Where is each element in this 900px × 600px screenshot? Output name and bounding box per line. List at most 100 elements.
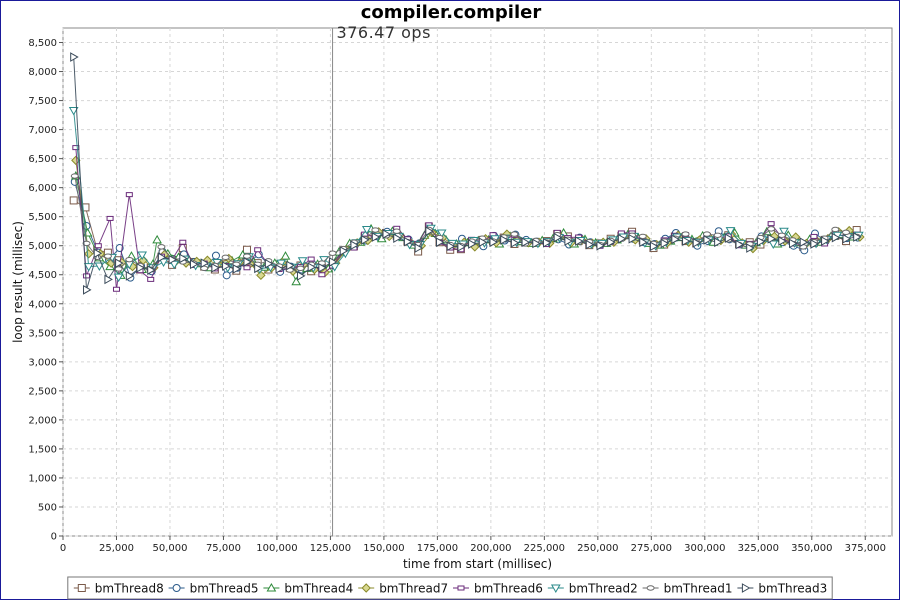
data-point	[83, 273, 91, 279]
legend-marker	[741, 583, 751, 593]
legend-marker	[457, 585, 465, 591]
legend-box	[67, 576, 833, 600]
data-point	[810, 239, 819, 249]
data-point	[125, 271, 135, 281]
legend-item: bmThread6	[453, 582, 543, 596]
x-tick-label: 150,000	[363, 543, 404, 554]
data-point	[275, 264, 285, 274]
y-tick-label: 1,500	[28, 444, 57, 455]
data-point	[113, 273, 124, 283]
legend-label: bmThread1	[664, 582, 733, 596]
data-point	[564, 236, 573, 246]
data-point	[286, 260, 295, 271]
data-point	[457, 242, 466, 252]
y-tick-label: 5,500	[28, 212, 57, 223]
data-point	[329, 257, 338, 267]
data-point	[639, 237, 648, 248]
data-point	[403, 236, 413, 247]
data-point	[510, 231, 519, 237]
data-point	[768, 240, 779, 249]
data-point	[297, 257, 308, 266]
data-point	[617, 233, 627, 244]
legend-marker	[361, 583, 371, 593]
y-tick-label: 500	[38, 502, 57, 513]
data-point	[714, 237, 723, 248]
data-point	[94, 243, 102, 249]
data-point	[725, 227, 736, 236]
y-tick-label: 7,500	[28, 96, 57, 107]
data-point	[157, 252, 167, 263]
y-tick-label: 8,000	[28, 67, 57, 78]
data-point	[70, 173, 79, 179]
data-point	[222, 261, 231, 271]
data-point	[296, 271, 306, 281]
data-point	[242, 253, 251, 259]
y-tick-label: 0	[51, 532, 57, 543]
data-point	[264, 258, 274, 269]
legend-marker	[266, 582, 277, 592]
data-point	[500, 235, 509, 245]
data-point	[371, 232, 381, 242]
data-point	[767, 233, 777, 244]
x-tick-label: 75,000	[206, 543, 241, 554]
data-point	[446, 241, 456, 252]
data-point	[200, 258, 210, 268]
legend-item: bmThread5	[168, 582, 259, 596]
data-point	[585, 239, 595, 250]
data-point	[68, 106, 79, 116]
data-point	[831, 232, 841, 243]
data-point	[254, 263, 263, 274]
y-axis-title: loop result (millisec)	[11, 221, 25, 343]
data-point	[393, 233, 402, 244]
data-point	[200, 265, 209, 272]
legend-label: bmThread2	[569, 582, 638, 596]
data-point	[115, 258, 124, 268]
data-point	[692, 237, 702, 248]
data-point	[157, 244, 166, 250]
data-point	[682, 236, 691, 246]
data-point	[72, 145, 80, 151]
data-point	[329, 263, 340, 272]
legend-item: bmThread8	[73, 582, 164, 596]
data-point	[361, 235, 370, 245]
legend-item: bmThread7	[358, 582, 448, 596]
series	[68, 52, 865, 295]
data-point	[291, 276, 302, 286]
data-point	[831, 226, 840, 233]
y-tick-label: 7,000	[28, 125, 57, 136]
data-point	[392, 228, 401, 234]
data-point	[307, 256, 315, 262]
data-point	[542, 237, 552, 248]
data-point	[575, 236, 584, 246]
plot-area	[62, 27, 893, 537]
data-point	[104, 274, 113, 285]
data-point	[489, 237, 499, 248]
data-point	[93, 248, 103, 259]
x-tick-label: 175,000	[417, 543, 458, 554]
chart-title: compiler.compiler	[361, 2, 542, 23]
x-tick-label: 300,000	[684, 543, 725, 554]
data-point	[607, 237, 616, 248]
x-tick-label: 325,000	[738, 543, 779, 554]
y-tick-label: 3,000	[28, 357, 57, 368]
data-point	[521, 237, 531, 248]
data-point	[510, 237, 520, 248]
x-tick-label: 350,000	[791, 543, 832, 554]
legend-item: bmThread1	[642, 582, 733, 596]
data-point	[222, 271, 231, 280]
data-point	[103, 253, 112, 259]
legend-label: bmThread7	[379, 582, 448, 596]
data-point	[371, 227, 380, 233]
data-point	[681, 231, 690, 237]
data-point	[112, 286, 120, 292]
legend-label: bmThread8	[95, 582, 164, 596]
x-tick-label: 250,000	[577, 543, 618, 554]
data-point	[221, 254, 230, 261]
data-point	[767, 221, 775, 227]
legend-item: bmThread4	[263, 582, 353, 596]
data-point	[179, 253, 188, 264]
data-point	[671, 234, 680, 245]
data-point	[821, 236, 830, 246]
data-point	[638, 233, 647, 240]
